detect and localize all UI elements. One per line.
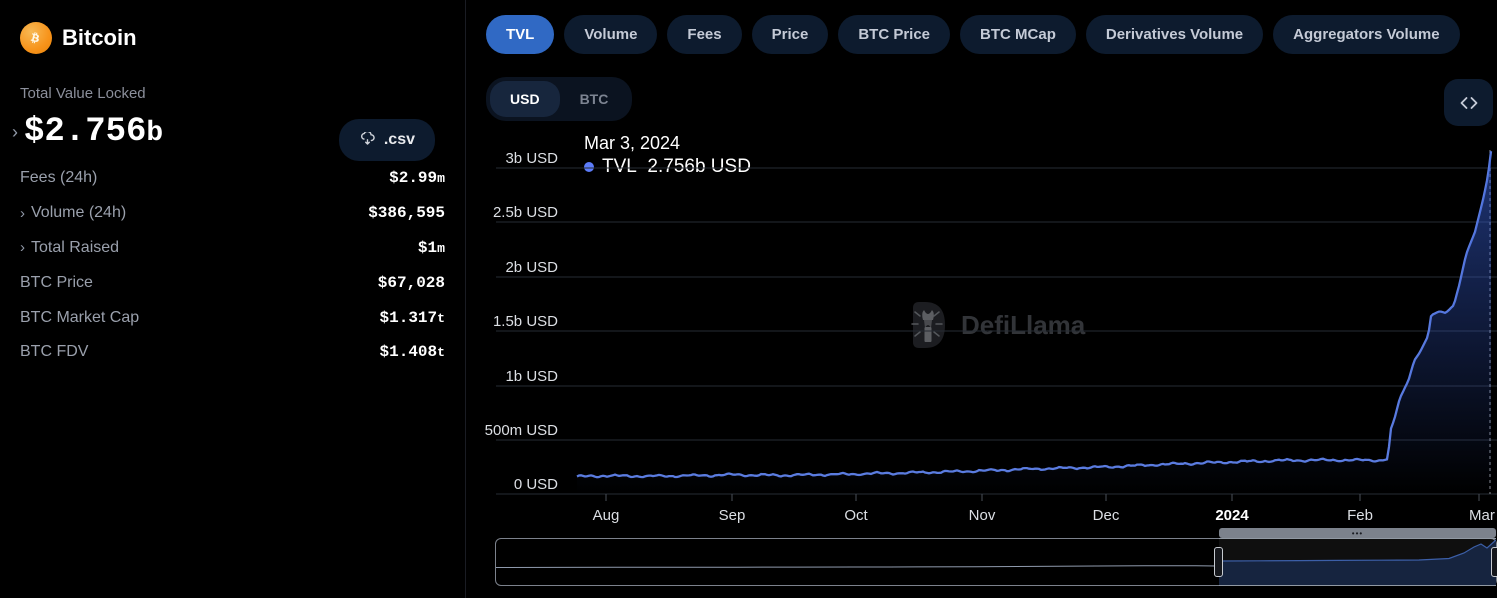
svg-text:500m USD: 500m USD bbox=[485, 422, 559, 439]
svg-text:1b USD: 1b USD bbox=[505, 368, 558, 385]
svg-text:Feb: Feb bbox=[1347, 507, 1373, 524]
svg-text:2b USD: 2b USD bbox=[505, 259, 558, 276]
svg-text:2.5b USD: 2.5b USD bbox=[493, 204, 558, 221]
svg-text:3b USD: 3b USD bbox=[505, 150, 558, 167]
svg-text:2024: 2024 bbox=[1215, 507, 1249, 524]
svg-text:Oct: Oct bbox=[844, 507, 868, 524]
svg-text:Nov: Nov bbox=[969, 507, 996, 524]
svg-text:Sep: Sep bbox=[719, 507, 746, 524]
svg-text:1.5b USD: 1.5b USD bbox=[493, 313, 558, 330]
svg-text:Mar: Mar bbox=[1469, 507, 1495, 524]
svg-text:0 USD: 0 USD bbox=[514, 476, 558, 493]
svg-text:Dec: Dec bbox=[1093, 507, 1120, 524]
svg-text:Aug: Aug bbox=[593, 507, 620, 524]
